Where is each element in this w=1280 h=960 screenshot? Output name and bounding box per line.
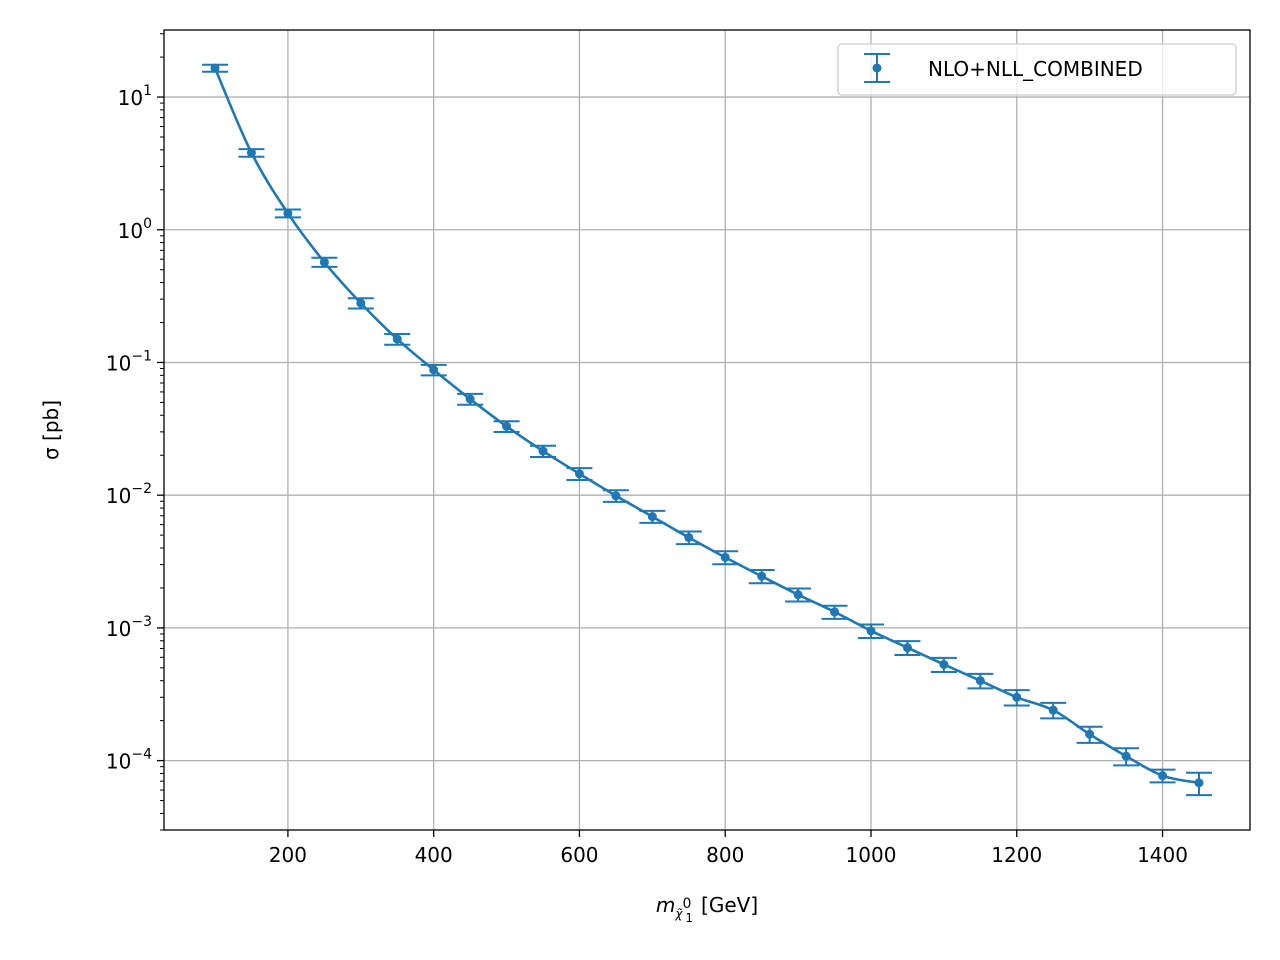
data-point [283, 208, 293, 218]
x-tick-label: 200 [269, 843, 307, 867]
data-point [429, 365, 439, 375]
axis-ticks [157, 96, 1164, 837]
x-tick-label: 1000 [846, 843, 897, 867]
x-tick-label: 800 [706, 843, 744, 867]
x-axis-title-subscript-sup: 0 [682, 896, 691, 912]
data-point [684, 532, 694, 542]
data-point [356, 298, 366, 308]
minor-ticks [160, 33, 164, 831]
data-point [538, 446, 548, 456]
x-tick-labels: 200 400 600 800 1000 1200 1400 [269, 843, 1188, 867]
data-point [210, 63, 220, 73]
y-tick-label: 10−4 [106, 747, 152, 774]
data-point [1012, 692, 1022, 702]
y-tick-label: 10−1 [106, 348, 152, 375]
y-tick-label: 10−2 [106, 481, 152, 508]
x-axis-title-symbol: m [656, 893, 675, 917]
legend-marker-point [872, 63, 882, 73]
y-tick-label: 100 [118, 216, 152, 243]
x-axis-title-subscript-sub: 1 [685, 911, 693, 925]
x-axis-title: mχ̃0 1 [GeV] [656, 893, 758, 925]
data-point [319, 257, 329, 267]
data-point [939, 659, 949, 669]
x-tick-label: 1200 [991, 843, 1042, 867]
legend-box [837, 43, 1237, 96]
y-tick-label: 101 [118, 83, 152, 110]
data-points [210, 63, 1204, 788]
plot-frame [163, 29, 1251, 831]
legend-marker [864, 53, 890, 83]
data-point [647, 512, 657, 522]
data-point [1121, 751, 1131, 761]
y-tick-label: 10−3 [106, 614, 152, 641]
data-point [502, 421, 512, 431]
x-axis-title-subscript: χ̃ [674, 907, 683, 921]
data-point [902, 643, 912, 653]
data-point [793, 590, 803, 600]
data-point [574, 469, 584, 479]
legend-label-series: NLO+NLL_COMBINED [928, 57, 1143, 81]
x-tick-label: 600 [560, 843, 598, 867]
y-axis-title: σ [pb] [39, 400, 63, 460]
data-point [830, 607, 840, 617]
x-tick-label: 1400 [1137, 843, 1188, 867]
grid-lines [164, 30, 1250, 830]
data-point [465, 394, 475, 404]
data-point [246, 148, 256, 158]
data-point [975, 676, 985, 686]
legend: NLO+NLL_COMBINED [837, 43, 1237, 96]
y-tick-labels: 101 100 10−1 10−2 10−3 10−4 [106, 83, 152, 774]
data-point [1194, 778, 1204, 788]
data-point [1048, 705, 1058, 715]
data-point [1085, 729, 1095, 739]
data-point [866, 626, 876, 636]
x-axis-title-unit: [GeV] [701, 893, 758, 917]
data-point [720, 552, 730, 562]
data-point [611, 491, 621, 501]
data-point [757, 571, 767, 581]
data-point [392, 334, 402, 344]
data-point [1158, 771, 1168, 781]
x-tick-label: 400 [415, 843, 453, 867]
